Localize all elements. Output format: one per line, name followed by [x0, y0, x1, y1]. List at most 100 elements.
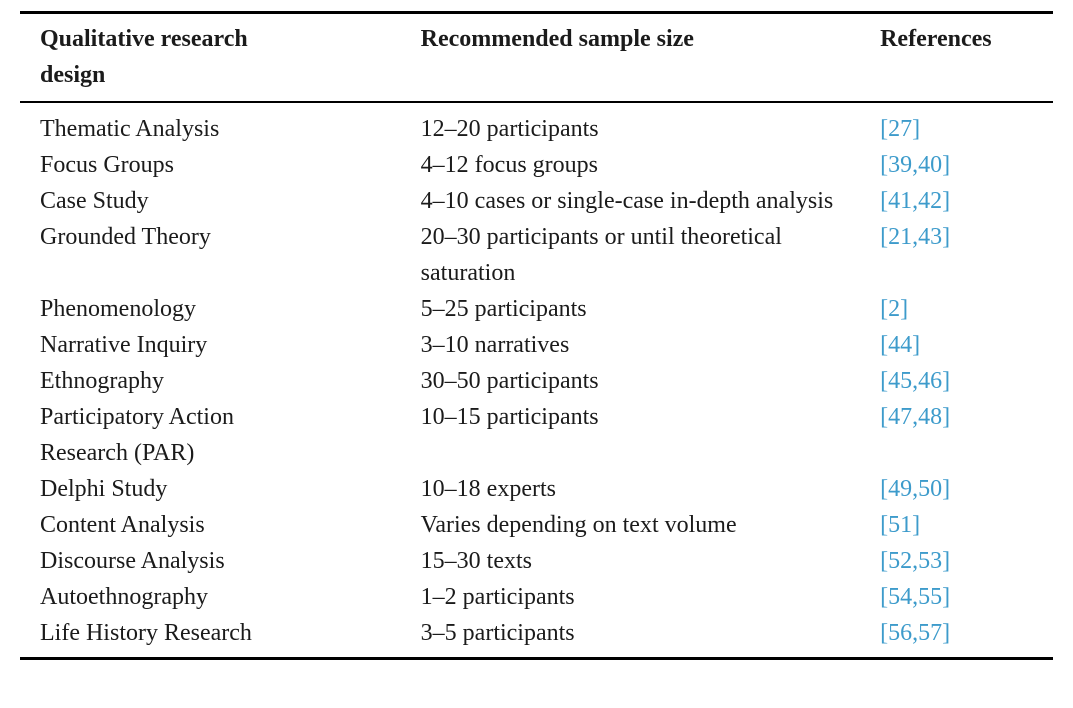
sample-size-cell-text: 4–12 focus groups [420, 152, 598, 178]
sample-size-cell-text: 15–30 texts [420, 548, 532, 574]
references-cell: [52,53] [880, 543, 1053, 579]
sample-size-cell: 1–2 participants [421, 579, 880, 615]
references-cell: [39,40] [880, 147, 1053, 183]
table-row: Delphi Study 10–18 experts [49,50] [20, 471, 1053, 507]
design-cell-text: Phenomenology [40, 296, 196, 322]
table-row: Phenomenology 5–25 participants [2] [20, 291, 1053, 327]
design-cell-text: Discourse Analysis [40, 548, 225, 574]
reference-link[interactable]: [41,42] [880, 188, 951, 214]
design-cell-text: Narrative Inquiry [40, 332, 208, 358]
references-cell: [49,50] [880, 471, 1053, 507]
sample-size-cell: 5–25 participants [421, 291, 880, 327]
reference-link[interactable]: [2] [880, 296, 909, 322]
col-header-sample-size-label: Recommended sample size [420, 26, 694, 52]
col-header-design: Qualitative research design [20, 13, 421, 103]
sample-size-cell-text: 1–2 participants [420, 584, 575, 610]
reference-link[interactable]: [51] [880, 512, 921, 538]
sample-size-cell-text: 10–15 participants [420, 404, 599, 430]
references-cell: [47,48] [880, 399, 1053, 471]
sample-size-cell: 4–12 focus groups [421, 147, 880, 183]
design-cell: Delphi Study [20, 471, 421, 507]
table-row: Ethnography 30–50 participants [45,46] [20, 363, 1053, 399]
table-row: Participatory Action Research (PAR) 10–1… [20, 399, 1053, 471]
sample-size-cell-text: 12–20 participants [420, 116, 599, 142]
table-row: Case Study 4–10 cases or single-case in-… [20, 183, 1053, 219]
design-cell: Case Study [20, 183, 421, 219]
sample-size-cell: 4–10 cases or single-case in-depth analy… [421, 183, 880, 219]
reference-link[interactable]: [27] [880, 116, 921, 142]
design-cell: Content Analysis [20, 507, 421, 543]
table-row: Focus Groups 4–12 focus groups [39,40] [20, 147, 1053, 183]
paper-table-region: Qualitative research design Recommended … [20, 11, 1053, 660]
sample-size-cell-text: 4–10 cases or single-case in-depth analy… [420, 188, 834, 214]
sample-size-cell-text: 20–30 participants or until theoretical … [420, 224, 782, 286]
design-cell-text: Thematic Analysis [40, 116, 220, 142]
reference-link[interactable]: [47,48] [880, 404, 951, 430]
references-cell: [21,43] [880, 219, 1053, 291]
reference-link[interactable]: [44] [880, 332, 921, 358]
design-cell-text: Case Study [40, 188, 149, 214]
reference-link[interactable]: [39,40] [880, 152, 951, 178]
references-cell: [41,42] [880, 183, 1053, 219]
reference-link[interactable]: [54,55] [880, 584, 951, 610]
design-cell-text: Delphi Study [40, 476, 168, 502]
design-cell: Phenomenology [20, 291, 421, 327]
table-row: Life History Research 3–5 participants [… [20, 615, 1053, 659]
sample-size-cell: 3–10 narratives [421, 327, 880, 363]
table-body: Thematic Analysis 12–20 participants [27… [20, 102, 1053, 659]
reference-link[interactable]: [21,43] [880, 224, 951, 250]
reference-link[interactable]: [56,57] [880, 620, 951, 646]
table-row: Autoethnography 1–2 participants [54,55] [20, 579, 1053, 615]
col-header-sample-size: Recommended sample size [421, 13, 880, 103]
table-row: Narrative Inquiry 3–10 narratives [44] [20, 327, 1053, 363]
design-cell: Grounded Theory [20, 219, 421, 291]
reference-link[interactable]: [45,46] [880, 368, 951, 394]
sample-size-cell: 30–50 participants [421, 363, 880, 399]
col-header-references: References [880, 13, 1053, 103]
references-cell: [2] [880, 291, 1053, 327]
design-cell: Autoethnography [20, 579, 421, 615]
sample-size-cell: Varies depending on text volume [421, 507, 880, 543]
design-cell: Life History Research [20, 615, 421, 659]
references-cell: [27] [880, 102, 1053, 147]
sample-size-cell-text: 3–10 narratives [420, 332, 570, 358]
design-cell: Focus Groups [20, 147, 421, 183]
table-row: Thematic Analysis 12–20 participants [27… [20, 102, 1053, 147]
col-header-design-label: Qualitative research design [40, 26, 248, 88]
references-cell: [44] [880, 327, 1053, 363]
design-cell-text: Life History Research [40, 620, 252, 646]
sample-size-cell: 12–20 participants [421, 102, 880, 147]
reference-link[interactable]: [52,53] [880, 548, 951, 574]
sample-size-cell-text: 30–50 participants [420, 368, 599, 394]
table-row: Discourse Analysis 15–30 texts [52,53] [20, 543, 1053, 579]
design-cell-text: Ethnography [40, 368, 164, 394]
references-cell: [51] [880, 507, 1053, 543]
col-header-references-label: References [880, 26, 992, 52]
header-row: Qualitative research design Recommended … [20, 13, 1053, 103]
sample-size-cell: 3–5 participants [421, 615, 880, 659]
sample-size-cell: 10–18 experts [421, 471, 880, 507]
references-cell: [45,46] [880, 363, 1053, 399]
references-cell: [56,57] [880, 615, 1053, 659]
sample-size-cell-text: 10–18 experts [420, 476, 556, 502]
design-cell-text: Grounded Theory [40, 224, 211, 250]
sample-size-cell: 20–30 participants or until theoretical … [421, 219, 880, 291]
design-cell: Discourse Analysis [20, 543, 421, 579]
sample-size-cell-text: 3–5 participants [420, 620, 575, 646]
sample-size-table: Qualitative research design Recommended … [20, 11, 1053, 660]
table-row: Grounded Theory 20–30 participants or un… [20, 219, 1053, 291]
design-cell: Ethnography [20, 363, 421, 399]
references-cell: [54,55] [880, 579, 1053, 615]
design-cell-text: Participatory Action Research (PAR) [40, 404, 234, 466]
sample-size-cell-text: Varies depending on text volume [420, 512, 737, 538]
table-row: Content Analysis Varies depending on tex… [20, 507, 1053, 543]
reference-link[interactable]: [49,50] [880, 476, 951, 502]
design-cell-text: Autoethnography [40, 584, 208, 610]
sample-size-cell: 10–15 participants [421, 399, 880, 471]
design-cell: Participatory Action Research (PAR) [20, 399, 421, 471]
design-cell-text: Content Analysis [40, 512, 205, 538]
sample-size-cell: 15–30 texts [421, 543, 880, 579]
design-cell-text: Focus Groups [40, 152, 175, 178]
table-header: Qualitative research design Recommended … [20, 13, 1053, 103]
design-cell: Narrative Inquiry [20, 327, 421, 363]
